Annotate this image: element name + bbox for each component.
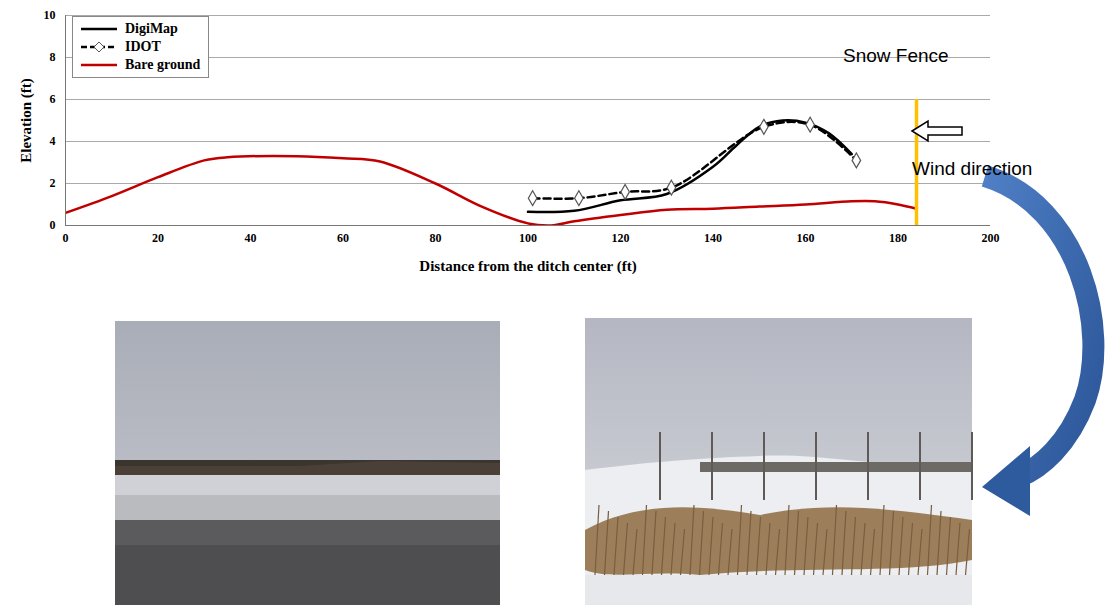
svg-text:140: 140 [704,231,722,245]
svg-text:6: 6 [50,92,56,106]
html-text:Snow Fence: Snow Fence [843,45,949,66]
svg-text:8: 8 [50,50,56,64]
svg-text:2: 2 [50,176,56,190]
svg-text:160: 160 [797,231,815,245]
svg-text:200: 200 [982,231,1000,245]
html-text:DigiMap: DigiMap [125,21,178,36]
svg-text:10: 10 [44,8,56,22]
svg-text:60: 60 [337,231,349,245]
svg-text:180: 180 [889,231,907,245]
svg-text:0: 0 [63,231,69,245]
svg-text:0: 0 [50,218,56,232]
svg-text:100: 100 [519,231,537,245]
svg-text:Elevation (ft): Elevation (ft) [18,78,35,163]
html-text:IDOT: IDOT [125,39,161,54]
svg-text:120: 120 [612,231,630,245]
svg-text:40: 40 [245,231,257,245]
svg-text:80: 80 [430,231,442,245]
svg-text:20: 20 [152,231,164,245]
html-text:Wind direction: Wind direction [912,158,1033,179]
html-text:Bare ground: Bare ground [125,57,201,72]
svg-text:Distance from the ditch center: Distance from the ditch center (ft) [419,258,636,275]
svg-text:4: 4 [50,134,56,148]
